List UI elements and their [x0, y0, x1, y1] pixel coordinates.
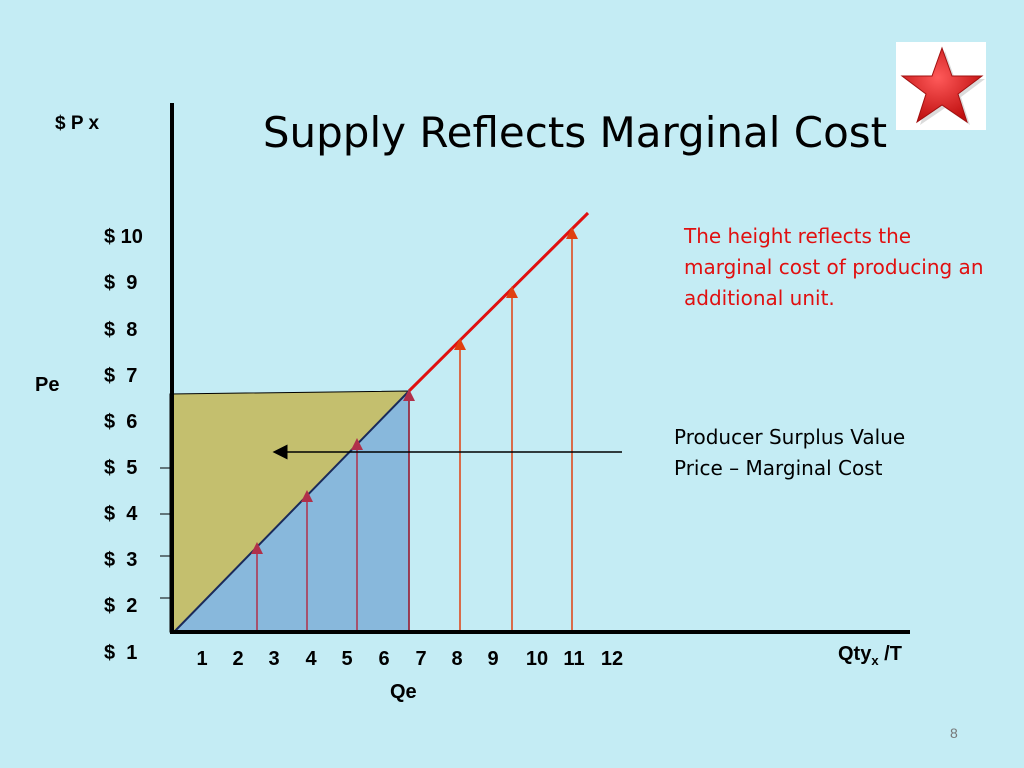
y-axis-ticks: [160, 467, 170, 599]
x-tick-4: 4: [305, 648, 317, 670]
x-tick-7: 7: [415, 648, 427, 670]
y-tick-3: $ 3: [104, 549, 138, 571]
star-icon-box: [896, 42, 986, 130]
y-tick-7: $ 7: [104, 365, 138, 387]
producer-surplus-note: Producer Surplus Value Price – Marginal …: [674, 422, 974, 484]
y-axis-title: $ P x: [55, 113, 100, 134]
y-tick-2: $ 2: [104, 595, 138, 617]
y-tick-5: $ 5: [104, 457, 138, 479]
x-axis-title-main: Qty: [838, 643, 872, 665]
x-tick-8: 8: [451, 648, 463, 670]
slide-title: Supply Reflects Marginal Cost: [262, 108, 888, 157]
x-tick-12: 12: [600, 648, 624, 670]
x-axis-title-sub: x: [871, 653, 879, 668]
y-tick-4: $ 4: [104, 503, 138, 525]
producer-surplus-note-line1: Producer Surplus Value: [674, 425, 906, 449]
x-tick-3: 3: [268, 648, 280, 670]
x-tick-9: 9: [487, 648, 499, 670]
x-tick-1: 1: [196, 648, 208, 670]
qe-label: Qe: [390, 681, 417, 703]
x-tick-6: 6: [378, 648, 390, 670]
page-number: 8: [950, 725, 958, 741]
y-tick-8: $ 8: [104, 319, 138, 341]
supply-line-upper: [407, 211, 590, 393]
star-icon: [900, 46, 985, 125]
marginal-cost-note: The height reflects the marginal cost of…: [684, 224, 984, 310]
producer-surplus-note-line2: Price – Marginal Cost: [674, 456, 883, 480]
y-tick-1: $ 1: [104, 642, 138, 664]
pe-label: Pe: [35, 374, 60, 396]
x-tick-2: 2: [232, 648, 244, 670]
supply-line-lower: [173, 390, 410, 633]
x-axis-title: Qtyx /T: [838, 643, 902, 668]
x-tick-5: 5: [341, 648, 353, 670]
y-tick-10: $ 10: [104, 226, 143, 248]
x-tick-10: 10: [525, 648, 549, 670]
x-tick-11: 11: [563, 648, 585, 670]
y-tick-9: $ 9: [104, 272, 138, 294]
y-tick-6: $ 6: [104, 411, 138, 433]
x-axis-title-suffix: /T: [878, 643, 902, 665]
